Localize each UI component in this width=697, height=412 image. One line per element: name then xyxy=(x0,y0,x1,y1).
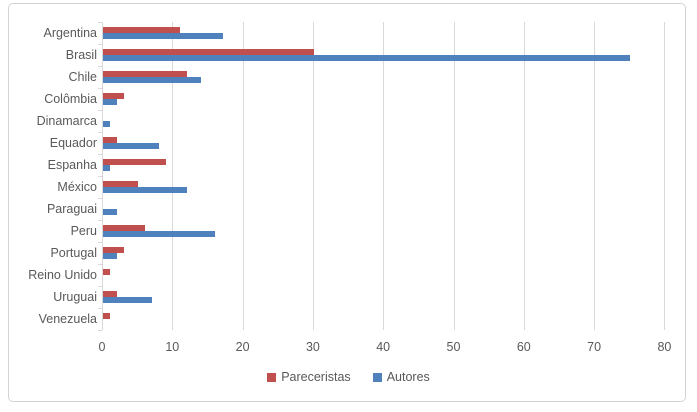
bar-autores-portugal xyxy=(103,253,118,259)
category-label-espanha: Espanha xyxy=(47,158,97,172)
plot-area xyxy=(102,22,676,330)
bar-pareceristas-espanha xyxy=(103,159,167,165)
category-axis-tickmark xyxy=(98,264,102,265)
bar-pareceristas-méxico xyxy=(103,181,139,187)
legend-item-autores: Autores xyxy=(372,370,430,384)
gridline-x-10 xyxy=(172,22,174,330)
category-label-peru: Peru xyxy=(70,224,97,238)
legend-item-pareceristas: Pareceristas xyxy=(267,370,351,384)
category-label-equador: Equador xyxy=(49,136,97,150)
legend-swatch-autores xyxy=(372,372,382,382)
category-axis-tickmark xyxy=(98,286,102,287)
category-axis-tickmark xyxy=(98,66,102,67)
category-axis-tickmark xyxy=(98,242,102,243)
x-axis-tick-label: 40 xyxy=(376,340,391,354)
bar-pareceristas-brasil xyxy=(103,49,314,55)
category-label-portugal: Portugal xyxy=(50,246,97,260)
gridline-x-70 xyxy=(594,22,596,330)
category-label-uruguai: Uruguai xyxy=(53,290,97,304)
x-axis-tick-label: 30 xyxy=(305,340,320,354)
category-label-brasil: Brasil xyxy=(65,48,97,62)
bar-pareceristas-equador xyxy=(103,137,118,143)
legend-label: Pareceristas xyxy=(281,370,351,384)
legend-label: Autores xyxy=(386,370,430,384)
category-label-reino-unido: Reino Unido xyxy=(28,268,97,282)
category-axis-tickmark xyxy=(98,308,102,309)
legend-swatch-pareceristas xyxy=(267,372,277,382)
x-axis-tick-label: 0 xyxy=(98,340,106,354)
bar-autores-espanha xyxy=(103,165,111,171)
category-label-venezuela: Venezuela xyxy=(38,312,97,326)
bar-autores-chile xyxy=(103,77,202,83)
x-axis-tick-label: 50 xyxy=(446,340,461,354)
bar-autores-brasil xyxy=(103,55,631,61)
bar-pareceristas-argentina xyxy=(103,27,181,33)
category-axis-tickmark xyxy=(98,44,102,45)
x-axis-tick-label: 70 xyxy=(587,340,602,354)
category-axis-tickmark xyxy=(98,154,102,155)
category-label-chile: Chile xyxy=(68,70,98,84)
category-axis-tickmark xyxy=(98,88,102,89)
category-label-argentina: Argentina xyxy=(43,26,97,40)
category-label-paraguai: Paraguai xyxy=(46,202,97,216)
bar-pareceristas-portugal xyxy=(103,247,125,253)
gridline-x-40 xyxy=(383,22,385,330)
gridline-x-50 xyxy=(453,22,455,330)
category-label-méxico: México xyxy=(57,180,97,194)
bar-pareceristas-reino-unido xyxy=(103,269,111,275)
bar-autores-uruguai xyxy=(103,297,153,303)
gridline-x-60 xyxy=(523,22,525,330)
gridline-x-20 xyxy=(242,22,244,330)
category-axis-tickmark xyxy=(98,220,102,221)
gridline-x-30 xyxy=(312,22,314,330)
category-axis-tickmark xyxy=(98,198,102,199)
bar-autores-méxico xyxy=(103,187,188,193)
bar-autores-argentina xyxy=(103,33,223,39)
category-axis-tickmark xyxy=(98,330,102,331)
bar-autores-paraguai xyxy=(103,209,118,215)
bar-autores-equador xyxy=(103,143,160,149)
chart-frame xyxy=(8,3,686,402)
category-label-dinamarca: Dinamarca xyxy=(36,114,97,128)
bar-autores-colômbia xyxy=(103,99,118,105)
bar-autores-peru xyxy=(103,231,216,237)
legend: Pareceristas Autores xyxy=(0,370,697,384)
bar-autores-dinamarca xyxy=(103,121,111,127)
bar-pareceristas-peru xyxy=(103,225,146,231)
gridline-x-80 xyxy=(664,22,666,330)
x-axis-tick-label: 80 xyxy=(657,340,672,354)
bar-pareceristas-chile xyxy=(103,71,188,77)
category-label-colômbia: Colômbia xyxy=(44,92,97,106)
x-axis-tick-label: 20 xyxy=(235,340,250,354)
category-axis-tickmark xyxy=(98,176,102,177)
category-axis-tickmark xyxy=(98,132,102,133)
category-axis-tickmark xyxy=(98,22,102,23)
bar-pareceristas-venezuela xyxy=(103,313,111,319)
x-axis-tick-label: 10 xyxy=(165,340,180,354)
x-axis-tick-label: 60 xyxy=(516,340,531,354)
category-axis-tickmark xyxy=(98,110,102,111)
bar-pareceristas-uruguai xyxy=(103,291,118,297)
bar-pareceristas-colômbia xyxy=(103,93,125,99)
